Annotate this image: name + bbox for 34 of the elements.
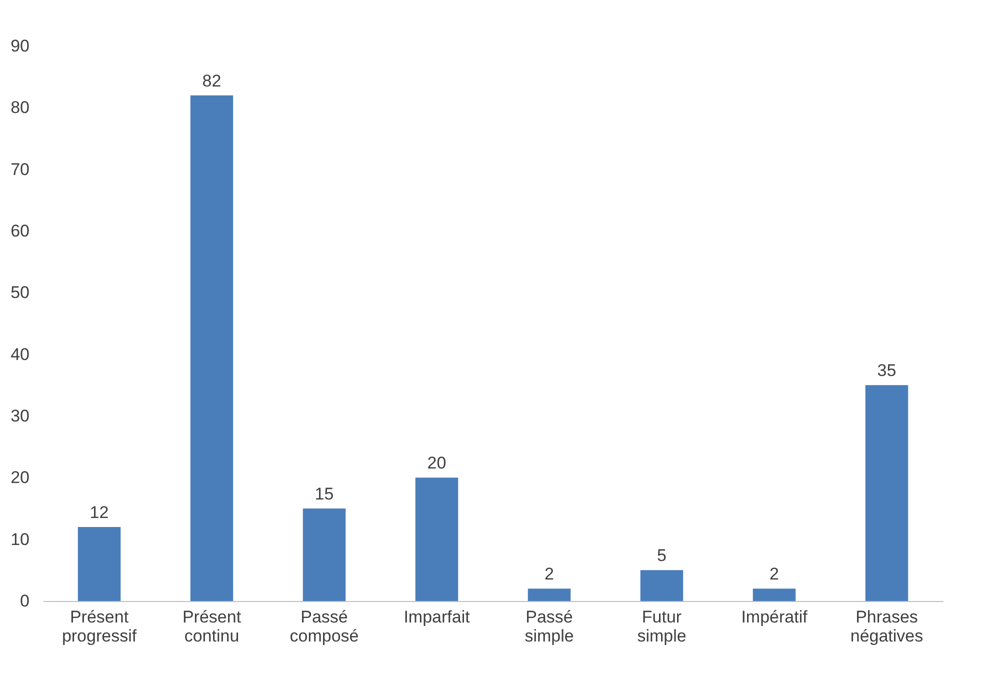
y-tick-label: 70 [10,160,30,179]
y-tick-label: 90 [10,36,30,56]
data-label: 5 [657,546,666,566]
x-tick-label: Impératif [741,608,808,626]
x-tick-label: Imparfait [404,608,470,626]
data-label: 2 [770,564,779,584]
x-tick-label: Passé simple [524,608,574,646]
bar [415,478,458,601]
y-tick-label: 20 [10,468,30,488]
bar [865,385,908,601]
x-tick-label: Présent progressif [62,608,137,646]
y-tick-label: 0 [20,592,30,610]
y-tick-label: 60 [10,222,30,240]
y-tick-label: 40 [10,344,30,364]
data-label: 35 [877,361,896,380]
bar [752,588,796,601]
data-label: 82 [202,71,222,90]
data-label: 12 [90,503,109,522]
bar [640,570,684,601]
y-tick-label: 80 [10,98,30,118]
bar [190,95,234,601]
x-tick-label: Futur simple [637,608,686,646]
bar [302,508,346,601]
data-label: 15 [314,484,334,504]
x-tick-label: Phrases négatives [850,608,924,646]
data-label: 20 [427,454,446,473]
y-tick-label: 30 [10,406,30,426]
bar [528,588,571,601]
y-tick-label: 50 [10,283,30,302]
x-tick-label: Passé composé [290,608,359,646]
x-tick-label: Présent continu [182,608,242,646]
data-label: 2 [544,564,554,584]
y-tick-label: 10 [10,530,30,549]
bar [78,527,121,601]
